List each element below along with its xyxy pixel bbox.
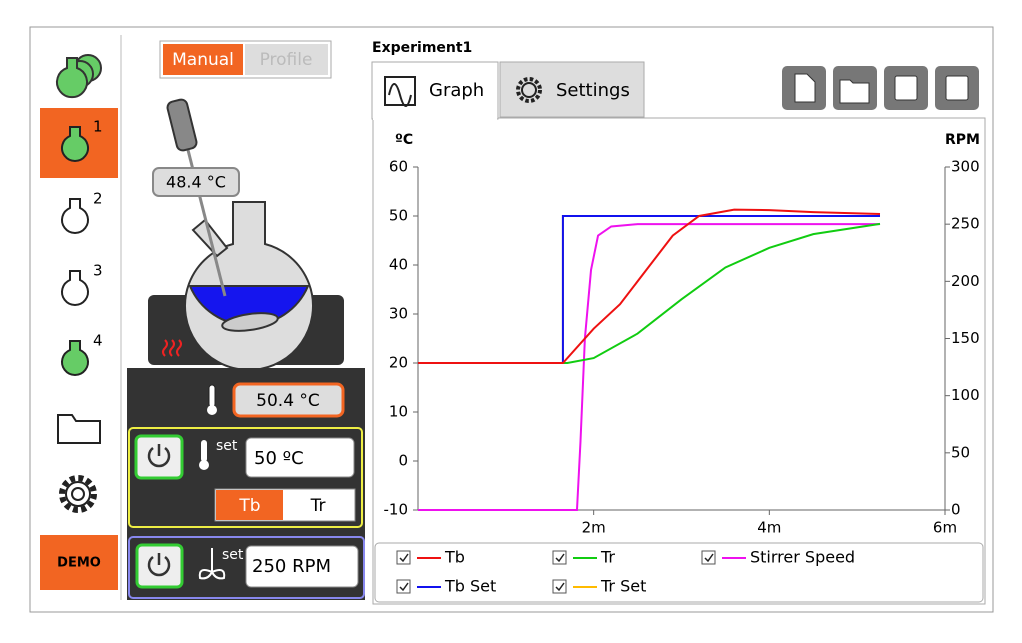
tr-label: Tr	[310, 496, 326, 516]
probe-reading-box	[152, 167, 240, 197]
folder-icon[interactable]	[57, 414, 101, 444]
temp-set-input[interactable]	[245, 437, 355, 478]
legend-checkbox[interactable]	[396, 550, 411, 565]
series-line	[418, 208, 881, 364]
legend-checkbox[interactable]	[701, 550, 716, 565]
temp-power-button[interactable]	[134, 434, 184, 480]
legend-checkbox[interactable]	[552, 550, 567, 565]
power-icon	[147, 553, 171, 577]
probe-reading: 48.4 °C	[166, 173, 226, 192]
open-icon	[839, 79, 870, 104]
temp-set-value: 50 ºC	[254, 448, 304, 469]
legend-label: Tr Set	[600, 577, 646, 596]
legend-label: Stirrer Speed	[750, 548, 855, 567]
temp-control-group	[128, 427, 363, 528]
y2-tick-label: 150	[951, 329, 980, 347]
graph-tab-wave	[388, 83, 412, 107]
new-icon	[794, 73, 816, 103]
vessel-icon[interactable]	[61, 126, 89, 162]
y2-tick-label: 200	[951, 272, 980, 290]
stir-control-group	[128, 536, 365, 599]
vessel-number: 2	[93, 190, 103, 208]
y2-tick-label: 100	[951, 386, 980, 404]
tr-button[interactable]	[283, 490, 354, 520]
toolbar	[782, 66, 979, 110]
thermometer-icon	[207, 384, 217, 415]
stirrer-icon	[198, 548, 226, 580]
vessel-icon[interactable]	[61, 270, 89, 306]
manual-label: Manual	[172, 50, 234, 70]
vessel-icon[interactable]	[61, 340, 89, 376]
thermometer-set-icon	[199, 440, 209, 470]
settings-tab-icon	[516, 77, 542, 103]
chart-panel	[372, 117, 986, 605]
jacket-temp-box	[232, 382, 345, 418]
jacket-temp: 50.4 °C	[256, 391, 320, 411]
stir-power-button[interactable]	[135, 543, 184, 589]
legend	[374, 542, 984, 603]
save-icon	[894, 75, 918, 101]
demo-label: DEMO	[57, 556, 101, 571]
tb-button[interactable]	[216, 490, 283, 520]
legend-check	[555, 553, 565, 563]
vessel-number: 4	[93, 332, 103, 350]
x-tick-label: 2m	[582, 519, 606, 537]
y-tick-label: 0	[398, 452, 408, 470]
y-tick-label: 10	[389, 403, 408, 421]
experiment-title: Experiment1	[372, 40, 472, 56]
y-tick-label: 40	[389, 256, 408, 274]
y-tick-label: 50	[389, 207, 408, 225]
y2-tick-label: 300	[951, 158, 980, 176]
legend-checkbox[interactable]	[396, 579, 411, 594]
stir-set-value: 250 RPM	[252, 556, 331, 577]
legend-label: Tr	[600, 548, 615, 567]
settings-tab-label: Settings	[556, 80, 630, 101]
y-tick-label: 60	[389, 158, 408, 176]
demo-button[interactable]	[40, 535, 118, 590]
reactor-illustration	[148, 98, 344, 371]
y-tick-label: 30	[389, 305, 408, 323]
legend-check	[399, 582, 409, 592]
legend-label: Tb	[444, 548, 465, 567]
stir-set-label: set	[222, 547, 244, 563]
power-icon	[147, 444, 171, 468]
series-line	[418, 222, 881, 364]
x-tick-label: 4m	[757, 519, 781, 537]
tb-label: Tb	[238, 496, 260, 516]
vessel-number: 1	[93, 118, 103, 136]
legend-check	[704, 553, 714, 563]
y-tick-label: 20	[389, 354, 408, 372]
profile-label: Profile	[260, 50, 313, 70]
series-line	[418, 223, 881, 511]
graph-tab-join	[373, 117, 497, 120]
y2-tick-label: 250	[951, 215, 980, 233]
y-axis-label: ºC	[395, 132, 413, 148]
y2-axis-label: RPM	[945, 132, 980, 148]
manual-button[interactable]	[163, 44, 243, 75]
y2-tick-label: 50	[951, 443, 970, 461]
legend-check	[399, 553, 409, 563]
profile-button[interactable]	[245, 44, 328, 75]
legend-checkbox[interactable]	[552, 579, 567, 594]
settings-icon[interactable]	[59, 475, 97, 513]
legend-check	[555, 582, 565, 592]
y-tick-label: -10	[384, 501, 409, 519]
legend-label: Tb Set	[444, 577, 496, 596]
vessel-icon[interactable]	[61, 198, 89, 234]
vessel-number: 3	[93, 262, 103, 280]
temp-set-label: set	[216, 438, 238, 454]
y2-tick-label: 0	[951, 501, 961, 519]
save-as-icon	[945, 75, 969, 101]
stir-set-input[interactable]	[245, 545, 359, 588]
vessel-stack-icon[interactable]	[56, 54, 102, 99]
x-tick-label: 6m	[933, 519, 957, 537]
graph-tab-label: Graph	[429, 80, 484, 101]
